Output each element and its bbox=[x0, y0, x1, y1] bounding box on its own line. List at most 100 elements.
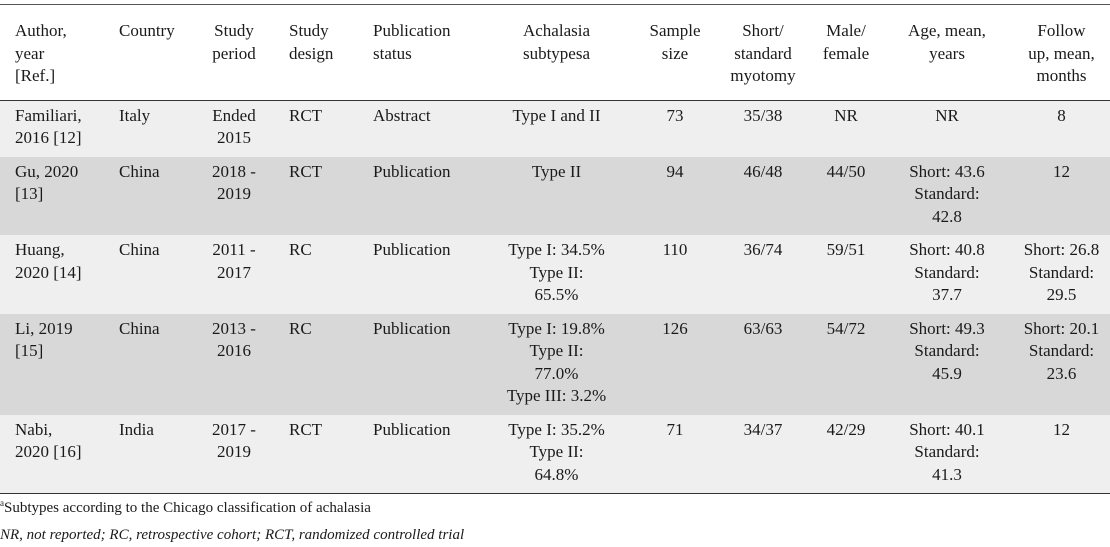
column-header-line: design bbox=[289, 43, 334, 63]
cell-sample: 110 bbox=[662, 240, 688, 259]
cell-sex: 54/72 bbox=[826, 318, 866, 338]
column-header-line: size bbox=[661, 43, 689, 63]
cell-line: Short: 40.1 bbox=[909, 419, 985, 439]
column-header-age: Age, mean, years bbox=[881, 8, 1013, 100]
cell-subtypes: Type II bbox=[478, 157, 635, 236]
column-header-line: year bbox=[15, 43, 45, 63]
cell-status: Publication bbox=[373, 318, 451, 338]
cell-line: 65.5% bbox=[534, 285, 579, 304]
column-header-status: Publication status bbox=[358, 8, 478, 100]
column-header-line: standard bbox=[734, 43, 792, 63]
cell-line: Type II: bbox=[529, 262, 584, 282]
cell-age: Short: 40.8 Standard: 37.7 bbox=[881, 235, 1013, 314]
cell-sex: 42/29 bbox=[826, 419, 866, 439]
cell-line: Type II: bbox=[529, 442, 584, 461]
cell-sample: 73 bbox=[666, 105, 684, 125]
cell-line: 2013 - bbox=[212, 318, 256, 338]
cell-line: 2018 - bbox=[212, 161, 256, 181]
cell-line: 45.9 bbox=[932, 363, 962, 383]
cell-sex: 59/51 bbox=[826, 240, 866, 259]
cell-line: Type II: bbox=[529, 341, 584, 360]
cell-line: Nabi, bbox=[15, 419, 53, 439]
cell-age: Short: 43.6 Standard: 42.8 bbox=[881, 157, 1013, 236]
cell-line: Short: 49.3 bbox=[909, 318, 985, 338]
cell-period: Ended 2015 bbox=[194, 100, 274, 157]
cell-line: Short: 20.1 bbox=[1023, 318, 1100, 338]
cell-line: 29.5 bbox=[1046, 285, 1077, 304]
cell-line: 64.8% bbox=[534, 464, 579, 484]
cell-follow: Short: 26.8 Standard: 29.5 bbox=[1013, 235, 1110, 314]
cell-status: Publication bbox=[373, 240, 451, 259]
cell-sample: 94 bbox=[666, 161, 684, 181]
cell-status: Publication bbox=[373, 161, 451, 181]
cell-line: 2016 [12] bbox=[15, 128, 82, 147]
cell-follow: 12 bbox=[1013, 157, 1110, 236]
column-header-sample: Sample size bbox=[635, 8, 715, 100]
column-header-line: Study bbox=[214, 21, 254, 40]
cell-line: 2020 [16] bbox=[15, 442, 82, 461]
cell-country: China bbox=[119, 318, 160, 338]
cell-status: Publication bbox=[373, 419, 451, 439]
cell-line: 42.8 bbox=[932, 206, 962, 226]
cell-subtypes: Type I: 34.5% Type II: 65.5% bbox=[478, 235, 635, 314]
column-header-country: Country bbox=[104, 8, 194, 100]
cell-myotomy: 63/63 bbox=[743, 318, 783, 338]
table-row: Huang, 2020 [14] China 2011 - 2017 RC Publicat… bbox=[0, 235, 1110, 314]
column-header-line: status bbox=[373, 43, 412, 63]
cell-line: Familiari, bbox=[15, 105, 82, 125]
cell-line: 2019 bbox=[217, 442, 251, 461]
column-header-period: Study period bbox=[194, 8, 274, 100]
cell-follow: 12 bbox=[1013, 415, 1110, 494]
column-header-line: myotomy bbox=[730, 66, 796, 85]
cell-country: India bbox=[119, 419, 154, 439]
table-row: Familiari, 2016 [12] Italy Ended 2015 RCT Abst… bbox=[0, 100, 1110, 157]
studies-table: Author, year [Ref.] Country Study period Study… bbox=[0, 8, 1110, 494]
cell-country: Italy bbox=[119, 105, 151, 125]
cell-line: Type I: 34.5% bbox=[508, 240, 605, 259]
cell-line: Standard: bbox=[1028, 341, 1095, 360]
cell-line: 2017 bbox=[217, 262, 251, 282]
cell-line: 23.6 bbox=[1046, 363, 1077, 383]
cell-line: Type I: 19.8% bbox=[508, 318, 605, 338]
column-header-subtypes: Achalasia subtypesa bbox=[478, 8, 635, 100]
column-header-line: Age, mean, bbox=[908, 21, 986, 40]
cell-line: Short: 43.6 bbox=[909, 161, 985, 181]
column-header-line: Follow bbox=[1037, 21, 1086, 40]
cell-sex: 44/50 bbox=[826, 161, 866, 181]
table-row: Nabi, 2020 [16] India 2017 - 2019 RCT Publicat… bbox=[0, 414, 1110, 494]
cell-design: RCT bbox=[289, 161, 323, 181]
cell-country: China bbox=[119, 240, 160, 259]
cell-line: 2017 - bbox=[212, 419, 256, 439]
cell-author: Familiari, 2016 [12] bbox=[0, 100, 104, 157]
cell-line: 2020 [14] bbox=[15, 262, 82, 282]
column-header-line: subtypesa bbox=[522, 43, 591, 63]
table-header-row: Author, year [Ref.] Country Study period Study… bbox=[0, 8, 1110, 100]
cell-period: 2011 - 2017 bbox=[194, 235, 274, 314]
column-header-sex: Male/female bbox=[811, 8, 881, 100]
cell-line: Huang, bbox=[15, 240, 65, 259]
cell-follow: 8 bbox=[1013, 100, 1110, 157]
cell-author: Gu, 2020 [13] bbox=[0, 157, 104, 236]
footnote-abbreviations: NR, not reported; RC, retrospective coho… bbox=[0, 527, 465, 543]
cell-line: 2011 - bbox=[212, 240, 256, 259]
cell-subtypes: Type I: 35.2% Type II: 64.8% bbox=[478, 415, 635, 494]
column-header-line: Short/ bbox=[742, 21, 784, 40]
column-header-myotomy: Short/standard myotomy bbox=[715, 8, 811, 100]
column-header-follow: Follow up, mean, months bbox=[1013, 8, 1110, 100]
cell-design: RCT bbox=[289, 419, 323, 439]
cell-myotomy: 46/48 bbox=[743, 161, 783, 181]
column-header-design: Study design bbox=[274, 8, 358, 100]
column-header-line: Publication bbox=[373, 21, 451, 40]
cell-line: 37.7 bbox=[932, 285, 962, 304]
table-body: Familiari, 2016 [12] Italy Ended 2015 RCT Abst… bbox=[0, 100, 1110, 494]
cell-line: 2015 bbox=[217, 128, 251, 147]
cell-myotomy: 34/37 bbox=[743, 419, 783, 439]
column-header-line: [Ref.] bbox=[15, 66, 56, 85]
cell-period: 2018 - 2019 bbox=[194, 157, 274, 236]
column-header-author: Author, year [Ref.] bbox=[0, 8, 104, 100]
cell-line: Standard: bbox=[914, 442, 980, 461]
cell-line: 2016 bbox=[217, 341, 251, 360]
cell-author: Huang, 2020 [14] bbox=[0, 235, 104, 314]
column-header-line: Male/ bbox=[826, 21, 866, 40]
cell-line: NR bbox=[935, 105, 959, 125]
